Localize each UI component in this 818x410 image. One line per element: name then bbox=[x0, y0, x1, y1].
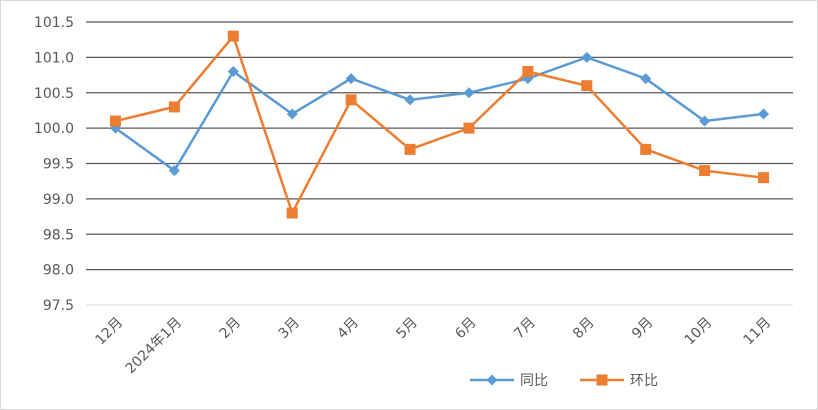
x-tick-label: 4月 bbox=[334, 315, 362, 343]
legend-item: 环比 bbox=[580, 373, 658, 389]
data-point bbox=[227, 30, 239, 42]
y-tick-label: 101.0 bbox=[34, 50, 74, 66]
grid-lines bbox=[86, 21, 793, 306]
data-point bbox=[227, 66, 239, 78]
legend-item: 同比 bbox=[470, 373, 548, 389]
data-point bbox=[168, 165, 180, 177]
data-point bbox=[345, 94, 357, 106]
y-axis-ticks: 97.5 98.0 98.5 99.0 99.5 100.0 100.5 101.0 101.5 bbox=[34, 15, 74, 314]
legend-marker bbox=[486, 374, 498, 386]
series-line bbox=[114, 56, 764, 172]
legend: 同比 环比 bbox=[470, 373, 658, 389]
data-point bbox=[463, 87, 475, 99]
data-point bbox=[286, 207, 298, 219]
data-point bbox=[640, 73, 652, 85]
series-line bbox=[115, 34, 764, 215]
legend-marker bbox=[596, 374, 608, 386]
data-point bbox=[699, 165, 711, 177]
y-tick-label: 99.5 bbox=[43, 157, 74, 173]
legend-label: 环比 bbox=[630, 373, 658, 389]
x-tick-label: 12月 bbox=[92, 315, 126, 349]
data-point bbox=[581, 51, 593, 63]
x-tick-label: 7月 bbox=[511, 315, 539, 343]
x-tick-label: 11月 bbox=[741, 315, 775, 349]
data-point bbox=[168, 101, 180, 113]
data-point bbox=[463, 122, 475, 134]
data-point bbox=[581, 80, 593, 92]
y-tick-label: 97.5 bbox=[43, 298, 74, 314]
data-point bbox=[758, 108, 770, 120]
x-tick-label: 6月 bbox=[452, 315, 480, 343]
legend-label: 同比 bbox=[520, 373, 548, 389]
series-1 bbox=[109, 51, 770, 177]
x-tick-label: 2月 bbox=[217, 315, 245, 343]
y-tick-label: 100.0 bbox=[34, 121, 74, 137]
x-tick-label: 9月 bbox=[629, 315, 657, 343]
x-tick-label: 3月 bbox=[276, 315, 304, 343]
x-tick-label: 2024年1月 bbox=[123, 315, 186, 378]
data-point bbox=[286, 108, 298, 120]
data-point bbox=[109, 115, 121, 127]
y-tick-label: 99.0 bbox=[43, 192, 74, 208]
data-point bbox=[345, 73, 357, 85]
y-tick-label: 98.0 bbox=[43, 263, 74, 279]
y-tick-label: 98.5 bbox=[43, 227, 74, 243]
series-layer bbox=[109, 30, 770, 219]
x-tick-label: 10月 bbox=[682, 315, 716, 349]
data-point bbox=[522, 66, 534, 78]
data-point bbox=[699, 115, 711, 127]
data-point bbox=[404, 94, 416, 106]
series-2 bbox=[109, 30, 770, 219]
y-tick-label: 100.5 bbox=[34, 86, 74, 102]
x-tick-label: 5月 bbox=[393, 315, 421, 343]
data-point bbox=[404, 143, 416, 155]
x-tick-label: 8月 bbox=[570, 315, 598, 343]
y-tick-label: 101.5 bbox=[34, 15, 74, 31]
data-point bbox=[758, 172, 770, 184]
data-point bbox=[640, 143, 652, 155]
